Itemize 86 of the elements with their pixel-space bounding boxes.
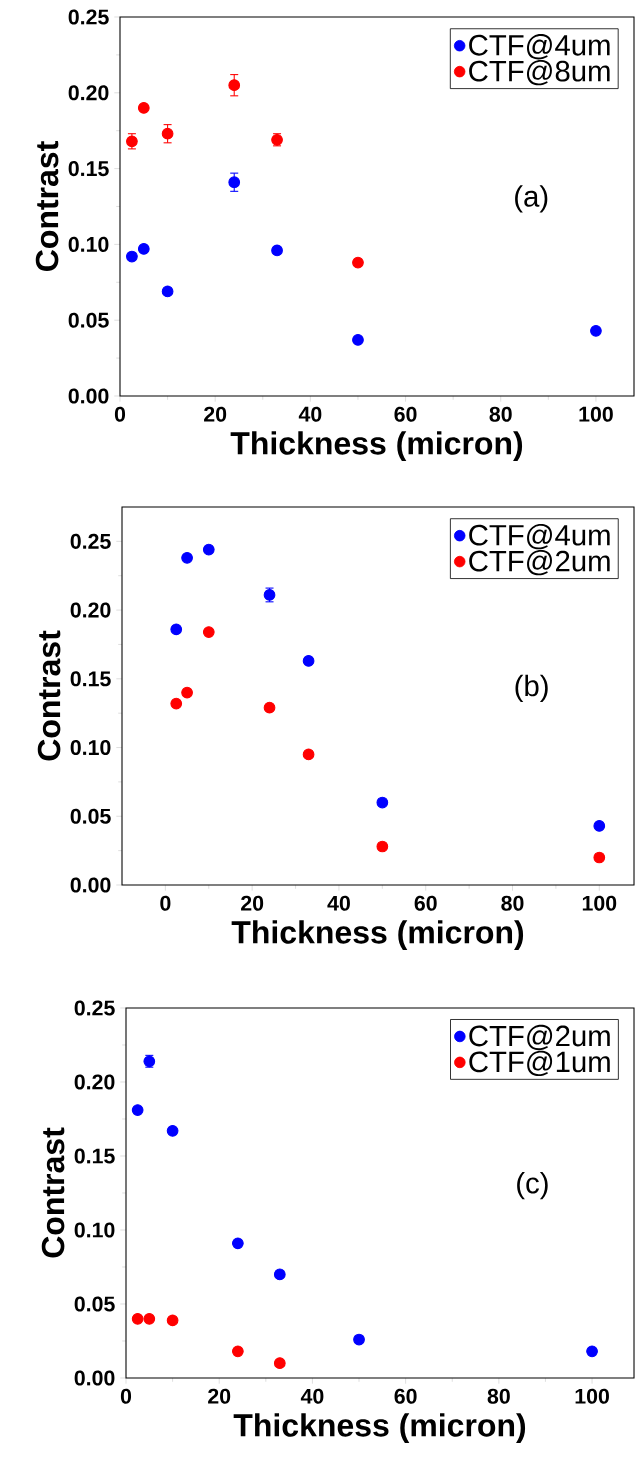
y-tick-label: 0.00 bbox=[74, 1370, 115, 1386]
y-axis-title: Contrast bbox=[37, 630, 61, 761]
point bbox=[273, 1357, 286, 1370]
x-tick-label: 60 bbox=[394, 406, 417, 422]
point bbox=[376, 840, 389, 853]
point bbox=[271, 244, 283, 257]
point bbox=[376, 796, 389, 809]
x-tick-label: 40 bbox=[300, 1388, 324, 1404]
point bbox=[170, 697, 183, 710]
point bbox=[126, 250, 138, 263]
x-tick-label: 0 bbox=[120, 1388, 132, 1404]
y-axis-title: Contrast bbox=[35, 141, 59, 271]
legend-label: CTF@8um bbox=[469, 60, 610, 86]
x-tick-label: 80 bbox=[501, 895, 524, 911]
x-tick-label: 20 bbox=[204, 406, 227, 422]
x-axis-title: Thickness (micron) bbox=[233, 1413, 526, 1444]
y-tick-label: 0.05 bbox=[70, 808, 111, 824]
point bbox=[143, 1312, 156, 1325]
point bbox=[131, 1312, 144, 1325]
x-tick-label: 100 bbox=[575, 1388, 609, 1404]
y-tick-label: 0.15 bbox=[70, 671, 111, 687]
x-tick-label: 20 bbox=[241, 895, 264, 911]
x-axis-title: Thickness (micron) bbox=[230, 431, 523, 462]
y-tick-label: 0.15 bbox=[74, 1148, 115, 1164]
y-axis-title: Contrast bbox=[41, 1127, 65, 1258]
y-tick-label: 0.10 bbox=[68, 236, 109, 252]
annotation: (c) bbox=[517, 1171, 548, 1200]
point bbox=[137, 243, 150, 255]
point bbox=[352, 334, 364, 346]
point bbox=[263, 701, 276, 714]
y-tick-label: 0.20 bbox=[68, 85, 109, 101]
point bbox=[181, 551, 193, 564]
y-tick-label: 0.25 bbox=[70, 533, 111, 549]
point bbox=[302, 655, 315, 667]
point bbox=[202, 543, 215, 556]
legend-label: CTF@4um bbox=[469, 524, 610, 550]
x-tick-label: 60 bbox=[414, 895, 437, 911]
y-tick-label: 0.10 bbox=[74, 1222, 115, 1238]
point bbox=[170, 623, 183, 636]
y-tick-label: 0.25 bbox=[68, 9, 109, 25]
x-tick-label: 0 bbox=[114, 406, 126, 422]
point bbox=[590, 324, 602, 337]
y-tick-label: 0.00 bbox=[70, 877, 111, 893]
y-tick-label: 0.05 bbox=[74, 1296, 115, 1312]
point bbox=[593, 820, 606, 832]
point bbox=[273, 1268, 286, 1281]
point bbox=[161, 127, 174, 140]
x-tick-label: 0 bbox=[160, 895, 171, 911]
point bbox=[302, 748, 315, 761]
point bbox=[166, 1124, 179, 1137]
legend-label: CTF@4um bbox=[469, 34, 610, 60]
y-tick-label: 0.20 bbox=[74, 1074, 115, 1090]
point bbox=[352, 256, 364, 269]
y-tick-label: 0.10 bbox=[70, 739, 111, 756]
point bbox=[353, 1333, 365, 1346]
y-tick-label: 0.15 bbox=[68, 161, 109, 177]
annotation: (a) bbox=[515, 185, 548, 213]
legend-label: CTF@2um bbox=[469, 1024, 610, 1051]
point bbox=[228, 79, 241, 92]
legend-label: CTF@1um bbox=[469, 1050, 610, 1077]
point bbox=[137, 102, 150, 114]
point bbox=[228, 176, 241, 189]
x-tick-label: 80 bbox=[487, 1388, 510, 1404]
x-tick-label: 100 bbox=[579, 406, 613, 422]
point bbox=[593, 851, 606, 864]
x-tick-label: 40 bbox=[298, 406, 322, 422]
point bbox=[181, 686, 193, 699]
y-tick-label: 0.00 bbox=[68, 388, 109, 404]
point bbox=[161, 285, 174, 298]
point bbox=[586, 1345, 598, 1358]
x-tick-label: 80 bbox=[489, 406, 512, 422]
point bbox=[131, 1104, 144, 1116]
point bbox=[231, 1237, 244, 1250]
y-tick-label: 0.05 bbox=[68, 312, 109, 328]
point bbox=[202, 626, 215, 638]
x-tick-label: 60 bbox=[394, 1388, 417, 1404]
y-tick-label: 0.25 bbox=[74, 1000, 115, 1016]
point bbox=[166, 1314, 179, 1327]
annotation: (b) bbox=[515, 674, 548, 703]
x-axis-title: Thickness (micron) bbox=[231, 920, 524, 951]
y-tick-label: 0.20 bbox=[70, 602, 111, 618]
x-tick-label: 100 bbox=[582, 895, 617, 911]
x-tick-label: 40 bbox=[327, 895, 350, 911]
legend-label: CTF@2um bbox=[469, 549, 610, 576]
x-tick-label: 20 bbox=[208, 1388, 231, 1404]
point bbox=[231, 1345, 244, 1358]
